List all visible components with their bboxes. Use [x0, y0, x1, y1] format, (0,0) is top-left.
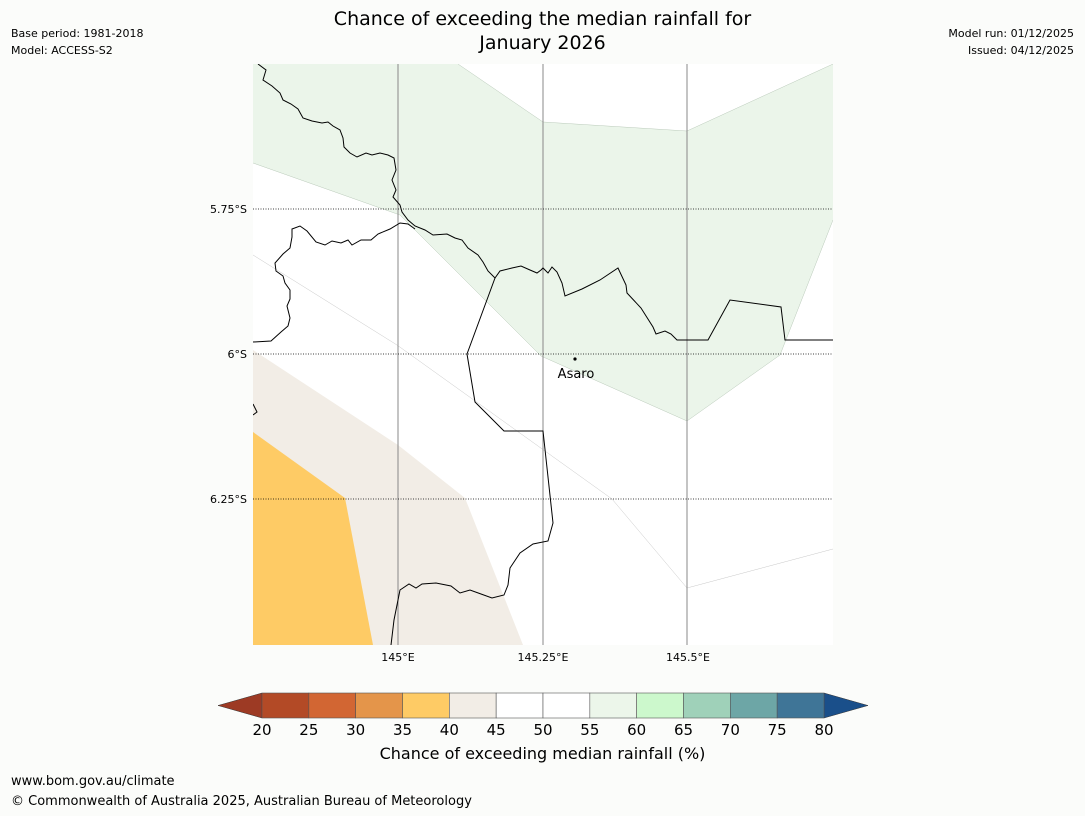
colorbar-cell	[449, 692, 497, 719]
colorbar-cell	[683, 692, 731, 719]
lat-label: 6°S	[228, 348, 247, 361]
title-line-2: January 2026	[479, 32, 606, 54]
colorbar-tick-label: 30	[346, 721, 365, 739]
colorbar-cell	[730, 692, 778, 719]
colorbar-tick-label: 25	[299, 721, 318, 739]
map-panel	[253, 64, 833, 645]
colorbar-cell	[355, 692, 403, 719]
province-border	[390, 277, 554, 645]
colorbar-cell	[542, 692, 591, 719]
meta-right: Model run: 01/12/2025 Issued: 04/12/2025	[948, 25, 1074, 59]
colorbar-tick-label: 40	[440, 721, 459, 739]
colorbar-tick-label: 45	[487, 721, 506, 739]
colorbar-tick-label: 60	[627, 721, 646, 739]
probability-region-35-40	[253, 432, 373, 645]
colorbar-label: Chance of exceeding median rainfall (%)	[379, 744, 706, 763]
contour-line	[457, 64, 833, 132]
colorbar-tick-label: 50	[533, 721, 552, 739]
title-line-1: Chance of exceeding the median rainfall …	[333, 8, 752, 30]
contour-line	[253, 254, 833, 589]
base-period-text: Base period: 1981-2018	[11, 27, 144, 40]
meta-left: Base period: 1981-2018 Model: ACCESS-S2	[11, 25, 143, 59]
colorbar-tick-label: 80	[814, 721, 833, 739]
colorbar-cell	[308, 692, 356, 719]
colorbar-cells	[261, 692, 825, 719]
lon-label: 145.5°E	[666, 651, 710, 664]
colorbar-cell	[402, 692, 450, 719]
colorbar-tick-label: 55	[580, 721, 599, 739]
lon-label: 145.25°E	[518, 651, 569, 664]
contour-line	[253, 162, 833, 422]
colorbar-tick-label: 20	[252, 721, 271, 739]
colorbar-cell	[776, 692, 825, 719]
province-border	[253, 403, 258, 416]
footer-url: www.bom.gov.au/climate	[11, 774, 175, 789]
town-marker-asaro	[573, 357, 577, 361]
colorbar-tick-label: 35	[393, 721, 412, 739]
colorbar-cell	[636, 692, 684, 719]
colorbar: 20 25 30 35 40 45 50 55 60 65 70 75 80	[217, 692, 869, 739]
colorbar-cell	[589, 692, 637, 719]
province-border	[253, 222, 416, 343]
colorbar-tick-label: 65	[674, 721, 693, 739]
colorbar-ticks: 20 25 30 35 40 45 50 55 60 65 70 75 80	[252, 721, 833, 739]
colorbar-tick-label: 70	[721, 721, 740, 739]
issued-text: Issued: 04/12/2025	[967, 44, 1074, 57]
footer-copyright: © Commonwealth of Australia 2025, Austra…	[11, 794, 472, 809]
page-title: Chance of exceeding the median rainfall …	[0, 7, 1085, 55]
lat-label: 5.75°S	[210, 203, 247, 216]
colorbar-over-arrow	[823, 692, 869, 719]
place-label: Asaro	[558, 367, 595, 382]
colorbar-under-arrow	[217, 692, 263, 719]
colorbar-cell	[261, 692, 310, 719]
model-text: Model: ACCESS-S2	[11, 44, 113, 57]
colorbar-tick-label: 75	[768, 721, 787, 739]
colorbar-cell	[495, 692, 544, 719]
model-run-text: Model run: 01/12/2025	[948, 27, 1074, 40]
province-border	[257, 64, 833, 341]
lat-label: 6.25°S	[210, 493, 247, 506]
lon-label: 145°E	[381, 651, 414, 664]
